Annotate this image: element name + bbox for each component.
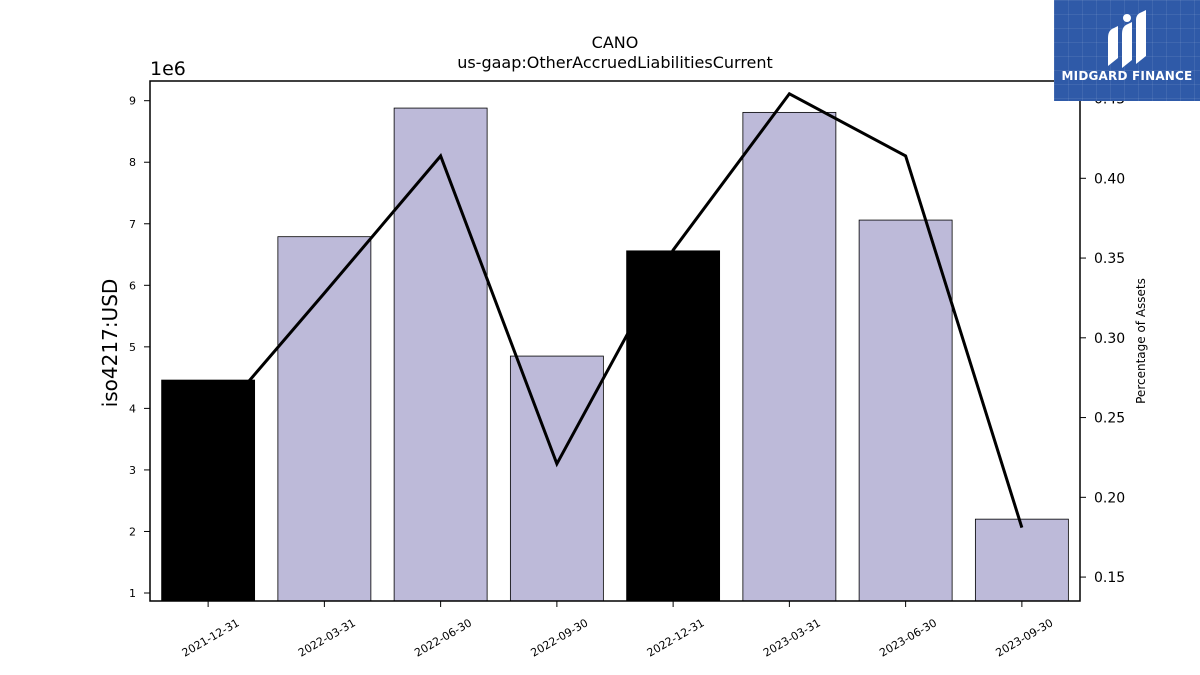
x-tick-label: 2023-09-30 (994, 616, 1056, 659)
x-tick-label: 2022-12-31 (645, 616, 707, 659)
bar-2023-09-30 (974, 518, 1069, 602)
y2-tick-label: 0.35 (1094, 251, 1125, 267)
y-tick-label: 8 (129, 156, 136, 169)
y-tick-label: 6 (129, 279, 136, 292)
bar-2021-12-31 (161, 379, 256, 602)
x-tick-label: 2023-06-30 (877, 616, 939, 659)
chart-title: CANO (592, 33, 639, 52)
x-tick-label: 2023-03-31 (761, 616, 823, 659)
y2-axis-label: Percentage of Assets (1134, 278, 1148, 404)
y2-tick-label: 0.15 (1094, 570, 1125, 586)
y-tick-label: 2 (129, 525, 136, 538)
percentage-line (206, 91, 1024, 529)
y-offset-label: 1e6 (150, 58, 186, 80)
y-tick-label: 9 (129, 95, 136, 108)
bar-2022-06-30 (393, 107, 488, 602)
logo-mark-icon (1108, 10, 1146, 68)
bar-2022-09-30 (509, 355, 604, 602)
y2-tick-label: 0.20 (1094, 490, 1125, 506)
plot-frame (149, 80, 1081, 602)
logo-text: MIDGARD FINANCE (1061, 69, 1193, 83)
bar-2022-12-31 (626, 250, 721, 602)
chart-subtitle: us-gaap:OtherAccruedLiabilitiesCurrent (457, 53, 773, 72)
y2-tick-label: 0.30 (1094, 331, 1125, 347)
y-tick-label: 1 (129, 587, 136, 600)
y-tick-label: 3 (129, 464, 136, 477)
y2-tick-label: 0.40 (1094, 171, 1125, 187)
bar-2023-06-30 (858, 219, 953, 602)
y-tick-label: 4 (129, 402, 136, 415)
brand-logo: MIDGARD FINANCE (1054, 0, 1200, 101)
x-tick-label: 2021-12-31 (180, 616, 242, 659)
y-tick-label: 5 (129, 341, 136, 354)
y-tick-label: 7 (129, 218, 136, 231)
x-tick-label: 2022-06-30 (412, 616, 474, 659)
x-tick-label: 2022-09-30 (529, 616, 591, 659)
y2-tick-label: 0.25 (1094, 411, 1125, 427)
bar-2023-03-31 (742, 111, 837, 602)
bar-2022-03-31 (277, 236, 372, 602)
y-axis-label: iso4217:USD (98, 279, 122, 408)
line-layer (206, 91, 1024, 529)
x-tick-label: 2022-03-31 (296, 616, 358, 659)
